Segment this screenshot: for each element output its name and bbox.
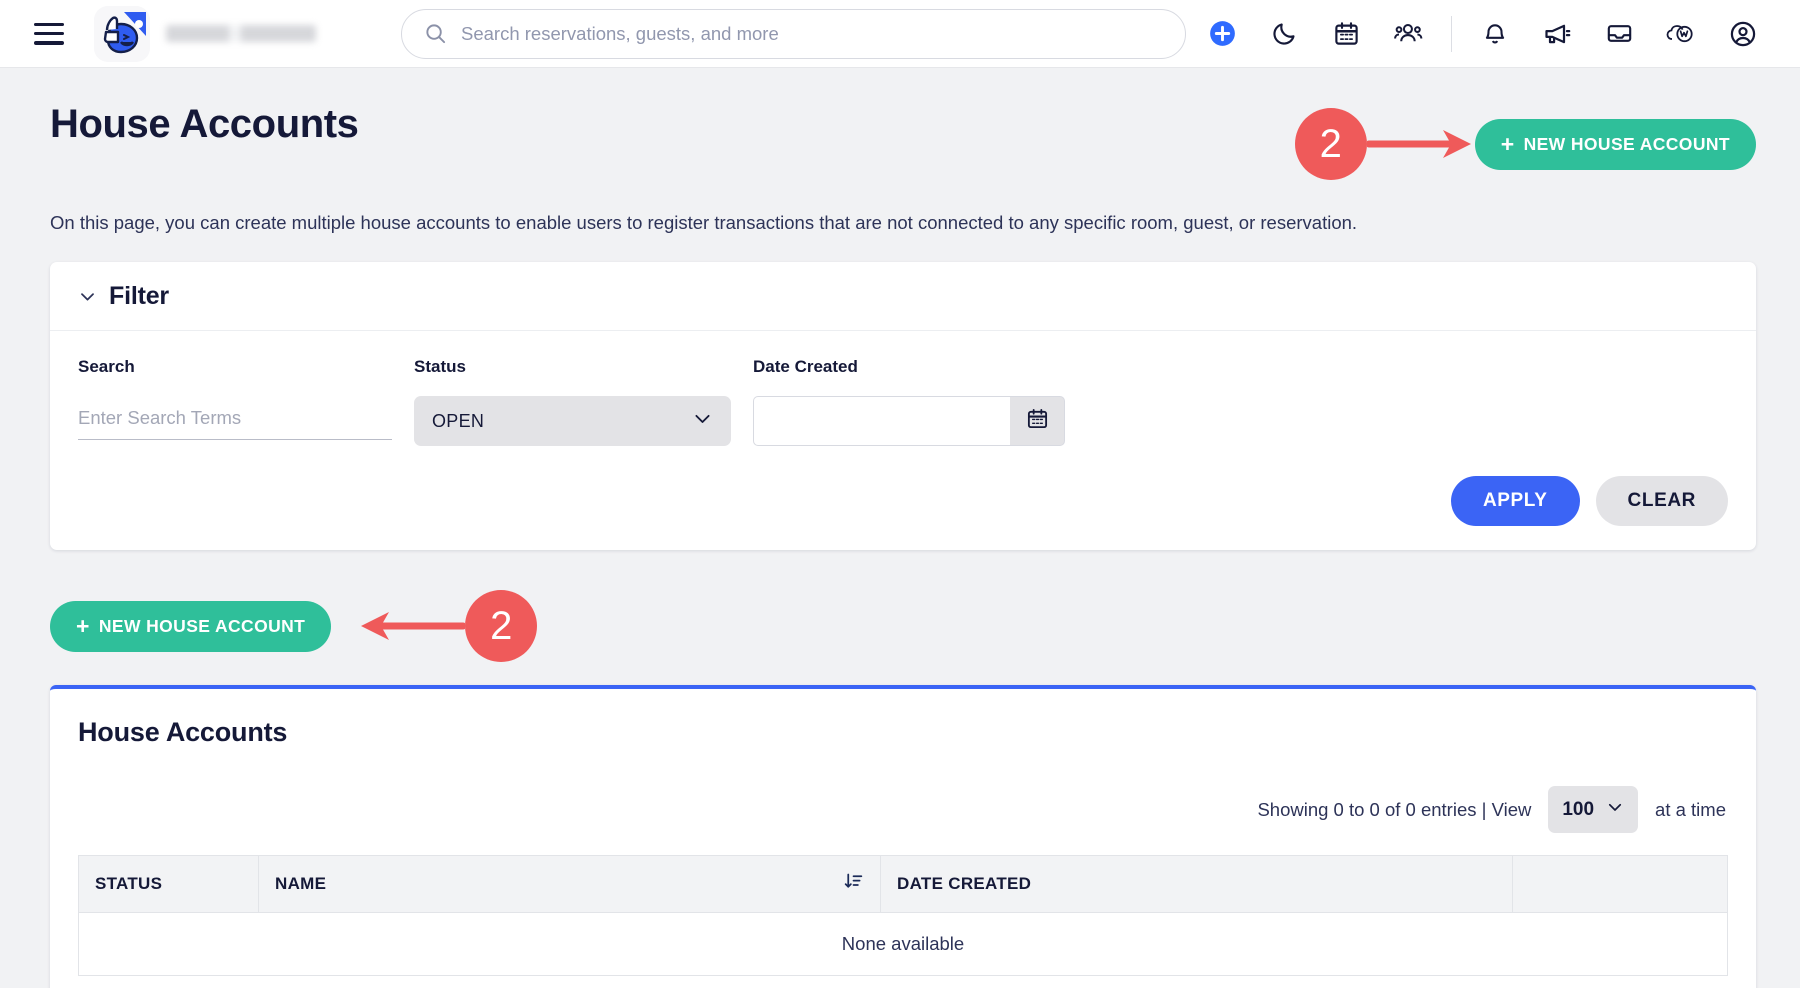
nav-icon-group <box>1191 8 1774 60</box>
page-size-value: 100 <box>1562 798 1595 820</box>
apply-button[interactable]: APPLY <box>1450 476 1580 526</box>
clear-button[interactable]: CLEAR <box>1595 476 1728 526</box>
announcements-icon[interactable] <box>1526 8 1588 60</box>
filter-header-toggle[interactable]: Filter <box>50 262 1756 331</box>
filter-card: Filter Search Status OPEN <box>50 262 1756 550</box>
account-icon[interactable] <box>1712 8 1774 60</box>
mid-action-row: + NEW HOUSE ACCOUNT 2 <box>50 590 1756 662</box>
search-icon <box>424 22 447 45</box>
table-head: STATUS NAME DATE CREATED <box>78 855 1728 913</box>
page-description: On this page, you can create multiple ho… <box>50 212 1358 233</box>
annotation-badge-number: 2 <box>1294 108 1367 180</box>
table-header-row: STATUS NAME DATE CREATED <box>78 855 1728 913</box>
column-header-actions <box>1512 855 1728 913</box>
brand-name-redacted <box>166 25 316 42</box>
page-header: House Accounts 2 + NEW HOUSE ACCOUNT <box>50 102 1756 180</box>
house-accounts-table-card: House Accounts Showing 0 to 0 of 0 entri… <box>50 685 1756 988</box>
new-house-account-label: NEW HOUSE ACCOUNT <box>98 615 306 636</box>
new-house-account-button-top[interactable]: + NEW HOUSE ACCOUNT <box>1474 118 1756 170</box>
filter-date-created-label: Date Created <box>753 357 858 376</box>
chevron-down-icon <box>1606 798 1624 822</box>
hamburger-menu-icon[interactable] <box>34 22 64 45</box>
filter-actions: APPLY CLEAR <box>78 476 1728 526</box>
showing-entries-text: Showing 0 to 0 of 0 entries | View <box>1257 798 1532 820</box>
page-title: House Accounts <box>50 102 359 146</box>
table-empty-text: None available <box>78 912 1728 976</box>
night-mode-icon[interactable] <box>1253 8 1315 60</box>
calendar-icon <box>1026 407 1049 435</box>
chevron-down-icon <box>78 287 97 306</box>
guests-icon[interactable] <box>1377 8 1439 60</box>
annotation-step-2-top: 2 <box>1294 108 1475 180</box>
notifications-icon[interactable] <box>1464 8 1526 60</box>
filter-status-value: OPEN <box>432 410 485 431</box>
whatsapp-cloud-icon[interactable] <box>1650 8 1712 60</box>
filter-status-field: Status OPEN <box>414 357 731 446</box>
search-input[interactable] <box>461 22 1163 45</box>
top-navigation-bar <box>0 0 1800 68</box>
house-accounts-table: STATUS NAME DATE CREATED <box>78 855 1728 976</box>
column-header-date-created[interactable]: DATE CREATED <box>880 855 1513 913</box>
table-card-title: House Accounts <box>78 717 288 747</box>
plus-icon: + <box>76 612 90 639</box>
table-meta-row: Showing 0 to 0 of 0 entries | View 100 a… <box>50 748 1756 833</box>
column-header-name-label: NAME <box>275 874 327 893</box>
filter-search-label: Search <box>78 357 135 376</box>
filter-body: Search Status OPEN Date Created <box>50 331 1756 550</box>
filter-status-label: Status <box>414 357 466 376</box>
filter-search-field: Search <box>78 357 392 440</box>
global-search[interactable] <box>401 8 1186 59</box>
column-header-status[interactable]: STATUS <box>78 855 259 913</box>
add-circle-icon[interactable] <box>1191 8 1253 60</box>
inbox-icon[interactable] <box>1588 8 1650 60</box>
date-input-group <box>753 396 1065 446</box>
brand-logo-icon <box>94 5 150 62</box>
filter-date-created-field: Date Created <box>753 357 1065 446</box>
annotation-badge-number: 2 <box>465 590 538 662</box>
new-house-account-button-mid[interactable]: + NEW HOUSE ACCOUNT <box>50 600 332 652</box>
annotation-arrow-right-icon <box>1366 124 1475 164</box>
new-house-account-label: NEW HOUSE ACCOUNT <box>1523 133 1730 154</box>
filter-fields: Search Status OPEN Date Created <box>78 357 1728 446</box>
filter-status-select[interactable]: OPEN <box>414 396 731 446</box>
table-empty-row: None available <box>78 912 1728 976</box>
annotation-arrow-left-icon <box>357 606 466 646</box>
plus-icon: + <box>1500 130 1515 157</box>
header-action-area: 2 + NEW HOUSE ACCOUNT <box>1294 102 1756 180</box>
filter-date-created-input[interactable] <box>753 396 1010 446</box>
nav-divider <box>1451 15 1452 52</box>
page-size-select[interactable]: 100 <box>1548 786 1639 833</box>
at-a-time-text: at a time <box>1655 798 1726 820</box>
chevron-down-icon <box>692 408 713 434</box>
brand[interactable] <box>94 5 316 62</box>
sort-descending-icon[interactable] <box>843 871 864 897</box>
filter-search-input[interactable] <box>78 396 392 440</box>
page-content: House Accounts 2 + NEW HOUSE ACCOUNT On … <box>0 68 1800 988</box>
column-header-name[interactable]: NAME <box>258 855 881 913</box>
date-picker-button[interactable] <box>1010 396 1065 446</box>
table-body: None available <box>78 912 1728 976</box>
calendar-icon[interactable] <box>1315 8 1377 60</box>
annotation-step-2-mid: 2 <box>357 590 538 662</box>
filter-title: Filter <box>109 282 169 310</box>
